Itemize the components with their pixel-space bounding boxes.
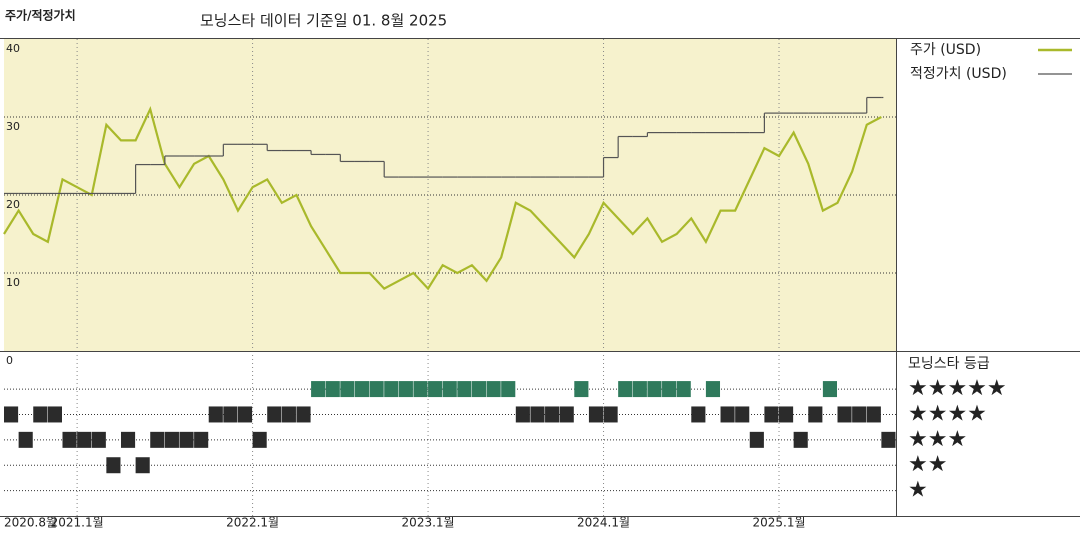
rating-bar: [837, 406, 852, 423]
rating-bar: [120, 431, 136, 448]
rating-label: ★★★★: [908, 401, 987, 426]
rating-bar: [384, 381, 399, 398]
rating-bar: [208, 406, 223, 423]
rating-bar: [62, 431, 77, 448]
rating-label: ★: [908, 478, 928, 503]
y-tick-label: 40: [6, 42, 20, 55]
rating-bar: [471, 381, 487, 398]
rating-bar: [179, 431, 194, 448]
rating-bar: [764, 406, 779, 423]
rating-bar: [237, 406, 253, 423]
x-tick-label: 2022.1월: [226, 516, 279, 530]
rating-bar: [662, 381, 677, 398]
rating-bar: [720, 406, 735, 423]
rating-bar: [691, 406, 706, 423]
rating-bar: [4, 406, 19, 423]
x-tick-label: 2023.1월: [402, 516, 455, 530]
legend-label: 주가 (USD): [910, 42, 981, 58]
rating-label: ★★★★★: [908, 376, 1007, 401]
legend-label: 적정가치 (USD): [910, 66, 1007, 82]
rating-bar: [281, 406, 296, 423]
rating-title: 모닝스타 등급: [908, 356, 990, 372]
rating-bar: [852, 406, 867, 423]
rating-bar: [47, 406, 62, 423]
rating-bar: [164, 431, 179, 448]
rating-bar: [442, 381, 457, 398]
rating-bar: [705, 381, 721, 398]
y-tick-label: 30: [6, 120, 20, 133]
rating-bar: [135, 457, 150, 474]
rating-bar: [194, 431, 209, 448]
rating-bar: [18, 431, 33, 448]
plot-background: [4, 39, 896, 351]
rating-bar: [457, 381, 472, 398]
rating-bar: [413, 381, 428, 398]
y-tick-label: 0: [6, 354, 13, 367]
rating-bar: [340, 381, 355, 398]
y-tick-label: 20: [6, 198, 20, 211]
rating-bar: [325, 381, 340, 398]
x-tick-label: 2020.8월: [4, 516, 57, 530]
chart-title: 주가/적정가치: [5, 8, 76, 23]
chart-subtitle: 모닝스타 데이터 기준일 01. 8월 2025: [200, 12, 447, 30]
rating-bar: [618, 381, 633, 398]
rating-bar: [428, 381, 443, 398]
rating-bar: [501, 381, 516, 398]
rating-bar: [252, 431, 267, 448]
rating-bar: [881, 431, 896, 448]
rating-bar: [808, 406, 823, 423]
rating-bar: [588, 406, 604, 423]
rating-bar: [77, 431, 92, 448]
rating-bar: [354, 381, 370, 398]
rating-bar: [530, 406, 545, 423]
rating-bar: [603, 406, 618, 423]
frame: [0, 38, 1080, 517]
rating-bar: [223, 406, 238, 423]
rating-bar: [866, 406, 881, 423]
rating-bar: [311, 381, 326, 398]
x-tick-label: 2025.1월: [753, 516, 806, 530]
rating-bar: [545, 406, 560, 423]
rating-bar: [398, 381, 413, 398]
rating-bar: [486, 381, 501, 398]
rating-bar: [150, 431, 165, 448]
rating-label: ★★★: [908, 427, 967, 452]
rating-bar: [749, 431, 764, 448]
rating-bar: [33, 406, 48, 423]
rating-bar: [369, 381, 384, 398]
rating-bar: [559, 406, 574, 423]
rating-bar: [647, 381, 662, 398]
rating-bar: [822, 381, 838, 398]
rating-bar: [296, 406, 311, 423]
price-line: [3, 106, 882, 291]
rating-bar: [574, 381, 589, 398]
rating-bar: [676, 381, 691, 398]
rating-bar: [91, 431, 106, 448]
rating-label: ★★: [908, 452, 947, 477]
rating-bar: [515, 406, 530, 423]
rating-bar: [779, 406, 794, 423]
x-tick-label: 2024.1월: [577, 516, 630, 530]
rating-bar: [106, 457, 121, 474]
rating-bar: [632, 381, 647, 398]
rating-bar: [793, 431, 808, 448]
x-tick-label: 2021.1월: [51, 516, 104, 530]
rating-bar: [267, 406, 282, 423]
rating-bar: [735, 406, 750, 423]
y-tick-label: 10: [6, 276, 20, 289]
